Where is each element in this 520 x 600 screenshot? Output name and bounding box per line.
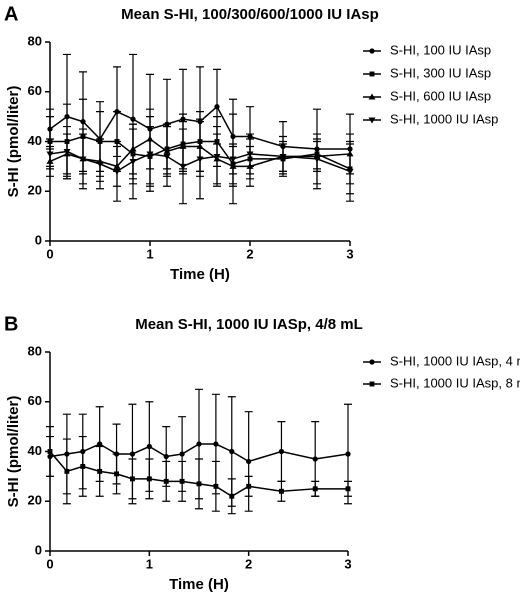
- x-tick-label: 3: [344, 556, 351, 571]
- marker: [129, 476, 135, 482]
- chart-title: Mean S-HI, 1000 IU IASp, 4/8 mL: [135, 316, 363, 333]
- legend-label: S-HI, 300 IU IAsp: [390, 65, 491, 80]
- marker: [80, 463, 86, 469]
- marker: [129, 158, 137, 165]
- marker: [114, 471, 120, 477]
- marker: [47, 449, 53, 454]
- legend-label: S-HI, 100 IU IAsp: [390, 42, 491, 57]
- marker: [229, 448, 235, 455]
- marker: [97, 468, 103, 474]
- marker: [279, 153, 287, 160]
- marker: [345, 451, 351, 457]
- marker: [278, 448, 285, 455]
- chart-title: Mean S-HI, 100/300/600/1000 IU IAsp: [121, 6, 379, 23]
- y-axis-label: S-HI (pmol/liter): [5, 396, 22, 508]
- legend-label: S-HI, 1000 IU IAsp: [390, 111, 498, 126]
- marker: [246, 458, 252, 465]
- y-tick-label: 60: [28, 83, 42, 98]
- marker: [229, 156, 237, 163]
- marker: [196, 441, 202, 447]
- series-line: [49, 138, 351, 168]
- y-tick-label: 60: [28, 393, 42, 408]
- panel-label: B: [4, 313, 18, 335]
- marker: [113, 168, 121, 175]
- marker: [97, 441, 103, 447]
- y-axis-label: S-HI (pmol/liter): [5, 86, 22, 198]
- marker: [213, 441, 219, 447]
- marker: [163, 153, 171, 160]
- marker: [369, 71, 375, 77]
- marker: [64, 468, 70, 474]
- series-line: [49, 105, 350, 150]
- marker: [246, 483, 252, 489]
- marker: [278, 488, 284, 494]
- marker: [214, 104, 220, 110]
- marker: [312, 456, 318, 462]
- series-line: [50, 135, 351, 170]
- marker: [345, 486, 351, 492]
- y-tick-label: 0: [35, 542, 42, 557]
- y-tick-label: 80: [28, 343, 42, 358]
- x-tick-label: 1: [146, 556, 153, 571]
- series-line: [49, 150, 351, 173]
- marker: [213, 153, 221, 160]
- marker: [368, 117, 376, 124]
- y-tick-label: 80: [28, 33, 42, 48]
- marker: [246, 151, 254, 158]
- marker: [63, 149, 71, 155]
- marker: [369, 48, 375, 54]
- legend-label: S-HI, 600 IU IAsp: [390, 88, 491, 103]
- marker: [368, 93, 376, 100]
- marker: [146, 151, 154, 158]
- panel-label: A: [4, 3, 18, 25]
- marker: [179, 478, 185, 484]
- marker: [346, 168, 354, 175]
- y-tick-label: 40: [28, 133, 42, 148]
- y-tick-label: 40: [28, 443, 42, 458]
- y-tick-label: 20: [28, 493, 42, 508]
- series-line: [49, 443, 349, 463]
- marker: [129, 451, 136, 457]
- marker: [163, 453, 169, 460]
- marker: [312, 486, 318, 492]
- marker: [130, 116, 136, 122]
- series-line: [49, 451, 348, 498]
- marker: [196, 481, 202, 487]
- marker: [179, 163, 187, 170]
- marker: [96, 161, 104, 168]
- x-tick-label: 2: [245, 556, 252, 571]
- marker: [146, 443, 152, 450]
- marker: [79, 156, 87, 163]
- y-tick-label: 0: [35, 232, 42, 247]
- marker: [196, 156, 204, 163]
- marker: [46, 151, 54, 158]
- marker: [229, 493, 235, 499]
- x-tick-label: 0: [46, 556, 53, 571]
- marker: [369, 381, 375, 387]
- y-tick-label: 20: [28, 183, 42, 198]
- legend-label: S-HI, 1000 IU IAsp, 8 ml: [390, 375, 520, 390]
- x-tick-label: 2: [246, 246, 253, 261]
- x-tick-label: 3: [346, 246, 353, 261]
- x-axis-label: Time (H): [170, 266, 230, 283]
- x-tick-label: 0: [46, 246, 53, 261]
- marker: [213, 483, 219, 489]
- marker: [146, 476, 152, 482]
- x-axis-label: Time (H): [169, 576, 229, 593]
- marker: [369, 359, 375, 365]
- legend-label: S-HI, 1000 IU IAsp, 4 ml: [390, 353, 520, 368]
- marker: [313, 156, 321, 163]
- marker: [163, 478, 169, 484]
- marker: [179, 451, 185, 457]
- x-tick-label: 1: [146, 246, 153, 261]
